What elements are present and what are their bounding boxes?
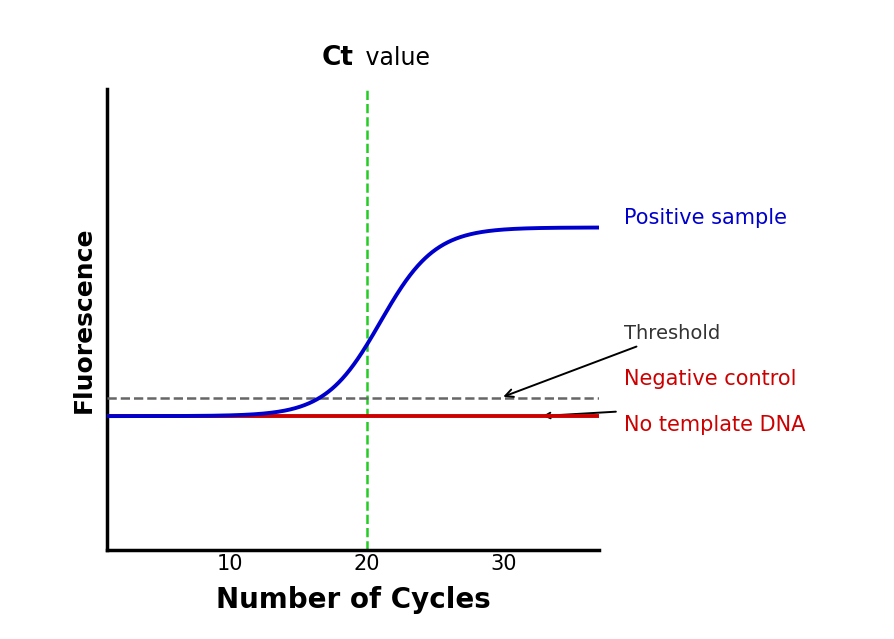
Text: Threshold: Threshold	[505, 324, 720, 397]
Text: Negative control: Negative control	[624, 369, 796, 389]
Text: value: value	[358, 45, 430, 70]
Y-axis label: Fluorescence: Fluorescence	[72, 226, 97, 413]
X-axis label: Number of Cycles: Number of Cycles	[215, 585, 491, 613]
Text: Ct: Ct	[321, 45, 353, 70]
Text: No template DNA: No template DNA	[624, 415, 805, 435]
Text: Positive sample: Positive sample	[624, 208, 787, 228]
